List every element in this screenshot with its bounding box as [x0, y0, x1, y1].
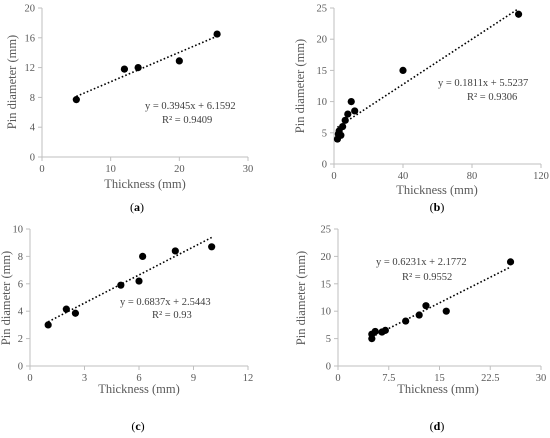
y-tick-label-c: 8 [18, 252, 23, 263]
data-point-c [44, 321, 52, 329]
x-tick-label-a: 30 [243, 164, 254, 175]
y-axis-label-d: Pin diameter (mm) [294, 251, 308, 345]
trend-equation-d: y = 0.6231x + 2.1772 [376, 257, 467, 268]
trend-equation-b: y = 0.1811x + 5.5237 [438, 78, 528, 89]
x-tick-label-a: 0 [39, 164, 44, 175]
data-point-d [381, 326, 389, 334]
y-axis-label-a: Pin diameter (mm) [5, 35, 19, 129]
data-point-a [213, 30, 221, 38]
y-tick-label-c: 4 [18, 307, 24, 318]
y-tick-label-b: 25 [317, 4, 328, 15]
r-squared-b: R² = 0.9306 [467, 92, 517, 103]
x-axis-label-a: Thickness (mm) [104, 177, 186, 191]
x-tick-label-c: 0 [27, 373, 32, 384]
data-point-b [514, 10, 523, 18]
x-tick-label-b: 40 [398, 171, 409, 182]
data-point-d [402, 317, 410, 325]
data-point-b [347, 98, 355, 106]
x-tick-label-d: 15 [434, 373, 445, 384]
y-tick-label-d: 10 [321, 307, 332, 318]
data-point-a [175, 57, 183, 65]
panel-label-a: (a) [130, 200, 144, 214]
y-tick-label-b: 15 [317, 66, 328, 77]
data-point-d [506, 258, 515, 266]
panel-label-c: (c) [131, 419, 144, 433]
y-tick-label-c: 10 [13, 225, 24, 236]
trendline-a [76, 35, 218, 98]
x-tick-label-b: 80 [467, 171, 478, 182]
data-point-b [399, 66, 407, 74]
y-axis-label-c: Pin diameter (mm) [0, 251, 13, 345]
x-tick-label-c: 3 [82, 373, 87, 384]
data-point-c [135, 277, 143, 285]
y-tick-label-a: 16 [25, 33, 36, 44]
data-point-c [71, 309, 80, 317]
x-tick-label-b: 120 [533, 171, 549, 182]
x-tick-label-d: 22.5 [481, 373, 499, 384]
x-axis-label-b: Thickness (mm) [396, 183, 478, 197]
data-point-b [344, 110, 352, 118]
y-tick-label-a: 4 [30, 123, 36, 134]
x-axis-label-c: Thickness (mm) [98, 382, 180, 396]
y-axis-label-b: Pin diameter (mm) [293, 39, 307, 133]
x-tick-label-b: 0 [331, 171, 336, 182]
trendline-d [371, 266, 511, 338]
x-tick-label-c: 12 [243, 373, 254, 384]
y-tick-label-c: 0 [18, 362, 23, 373]
x-tick-label-d: 7.5 [382, 373, 395, 384]
data-point-d [371, 327, 379, 336]
data-point-d [422, 302, 430, 310]
panel-label-d: (d) [430, 419, 445, 433]
data-point-c [117, 281, 125, 289]
data-point-c [208, 243, 216, 251]
data-point-d [442, 307, 450, 315]
data-point-a [134, 64, 142, 72]
x-tick-label-c: 9 [191, 373, 196, 384]
y-tick-label-a: 8 [30, 93, 35, 104]
y-tick-label-c: 2 [18, 334, 23, 345]
y-tick-label-d: 5 [326, 334, 331, 345]
trendline-b [337, 7, 520, 128]
r-squared-c: R² = 0.93 [152, 310, 192, 321]
r-squared-a: R² = 0.9409 [162, 115, 212, 126]
trend-equation-c: y = 0.6837x + 2.5443 [120, 297, 211, 308]
data-point-b [339, 122, 347, 131]
r-squared-d: R² = 0.9552 [402, 272, 452, 283]
x-axis-label-d: Thickness (mm) [397, 382, 479, 396]
panel-label-b: (b) [430, 200, 445, 214]
y-tick-label-d: 20 [321, 252, 332, 263]
data-point-a [72, 96, 80, 104]
x-tick-label-a: 20 [174, 164, 185, 175]
data-point-c [171, 247, 179, 255]
data-point-a [120, 65, 128, 73]
y-tick-label-a: 0 [30, 153, 35, 164]
data-point-c [139, 252, 147, 260]
data-point-d [415, 311, 423, 319]
y-tick-label-b: 20 [317, 35, 328, 46]
x-tick-label-d: 30 [536, 373, 547, 384]
y-tick-label-a: 12 [25, 63, 36, 74]
data-point-b [351, 107, 359, 115]
y-tick-label-d: 15 [321, 279, 332, 290]
data-point-c [62, 305, 70, 313]
y-tick-label-c: 6 [18, 279, 23, 290]
y-tick-label-b: 10 [317, 97, 328, 108]
x-tick-label-a: 10 [105, 164, 116, 175]
y-tick-label-b: 0 [322, 160, 327, 171]
data-point-b [337, 131, 345, 139]
y-tick-label-d: 25 [321, 225, 332, 236]
trendline-c [47, 236, 213, 323]
data-point-b [341, 116, 349, 124]
y-tick-label-d: 0 [326, 362, 331, 373]
y-tick-label-a: 20 [25, 4, 36, 15]
x-tick-label-d: 0 [335, 373, 340, 384]
x-tick-label-c: 6 [136, 373, 141, 384]
y-tick-label-b: 5 [322, 128, 327, 139]
trend-equation-a: y = 0.3945x + 6.1592 [145, 101, 236, 112]
